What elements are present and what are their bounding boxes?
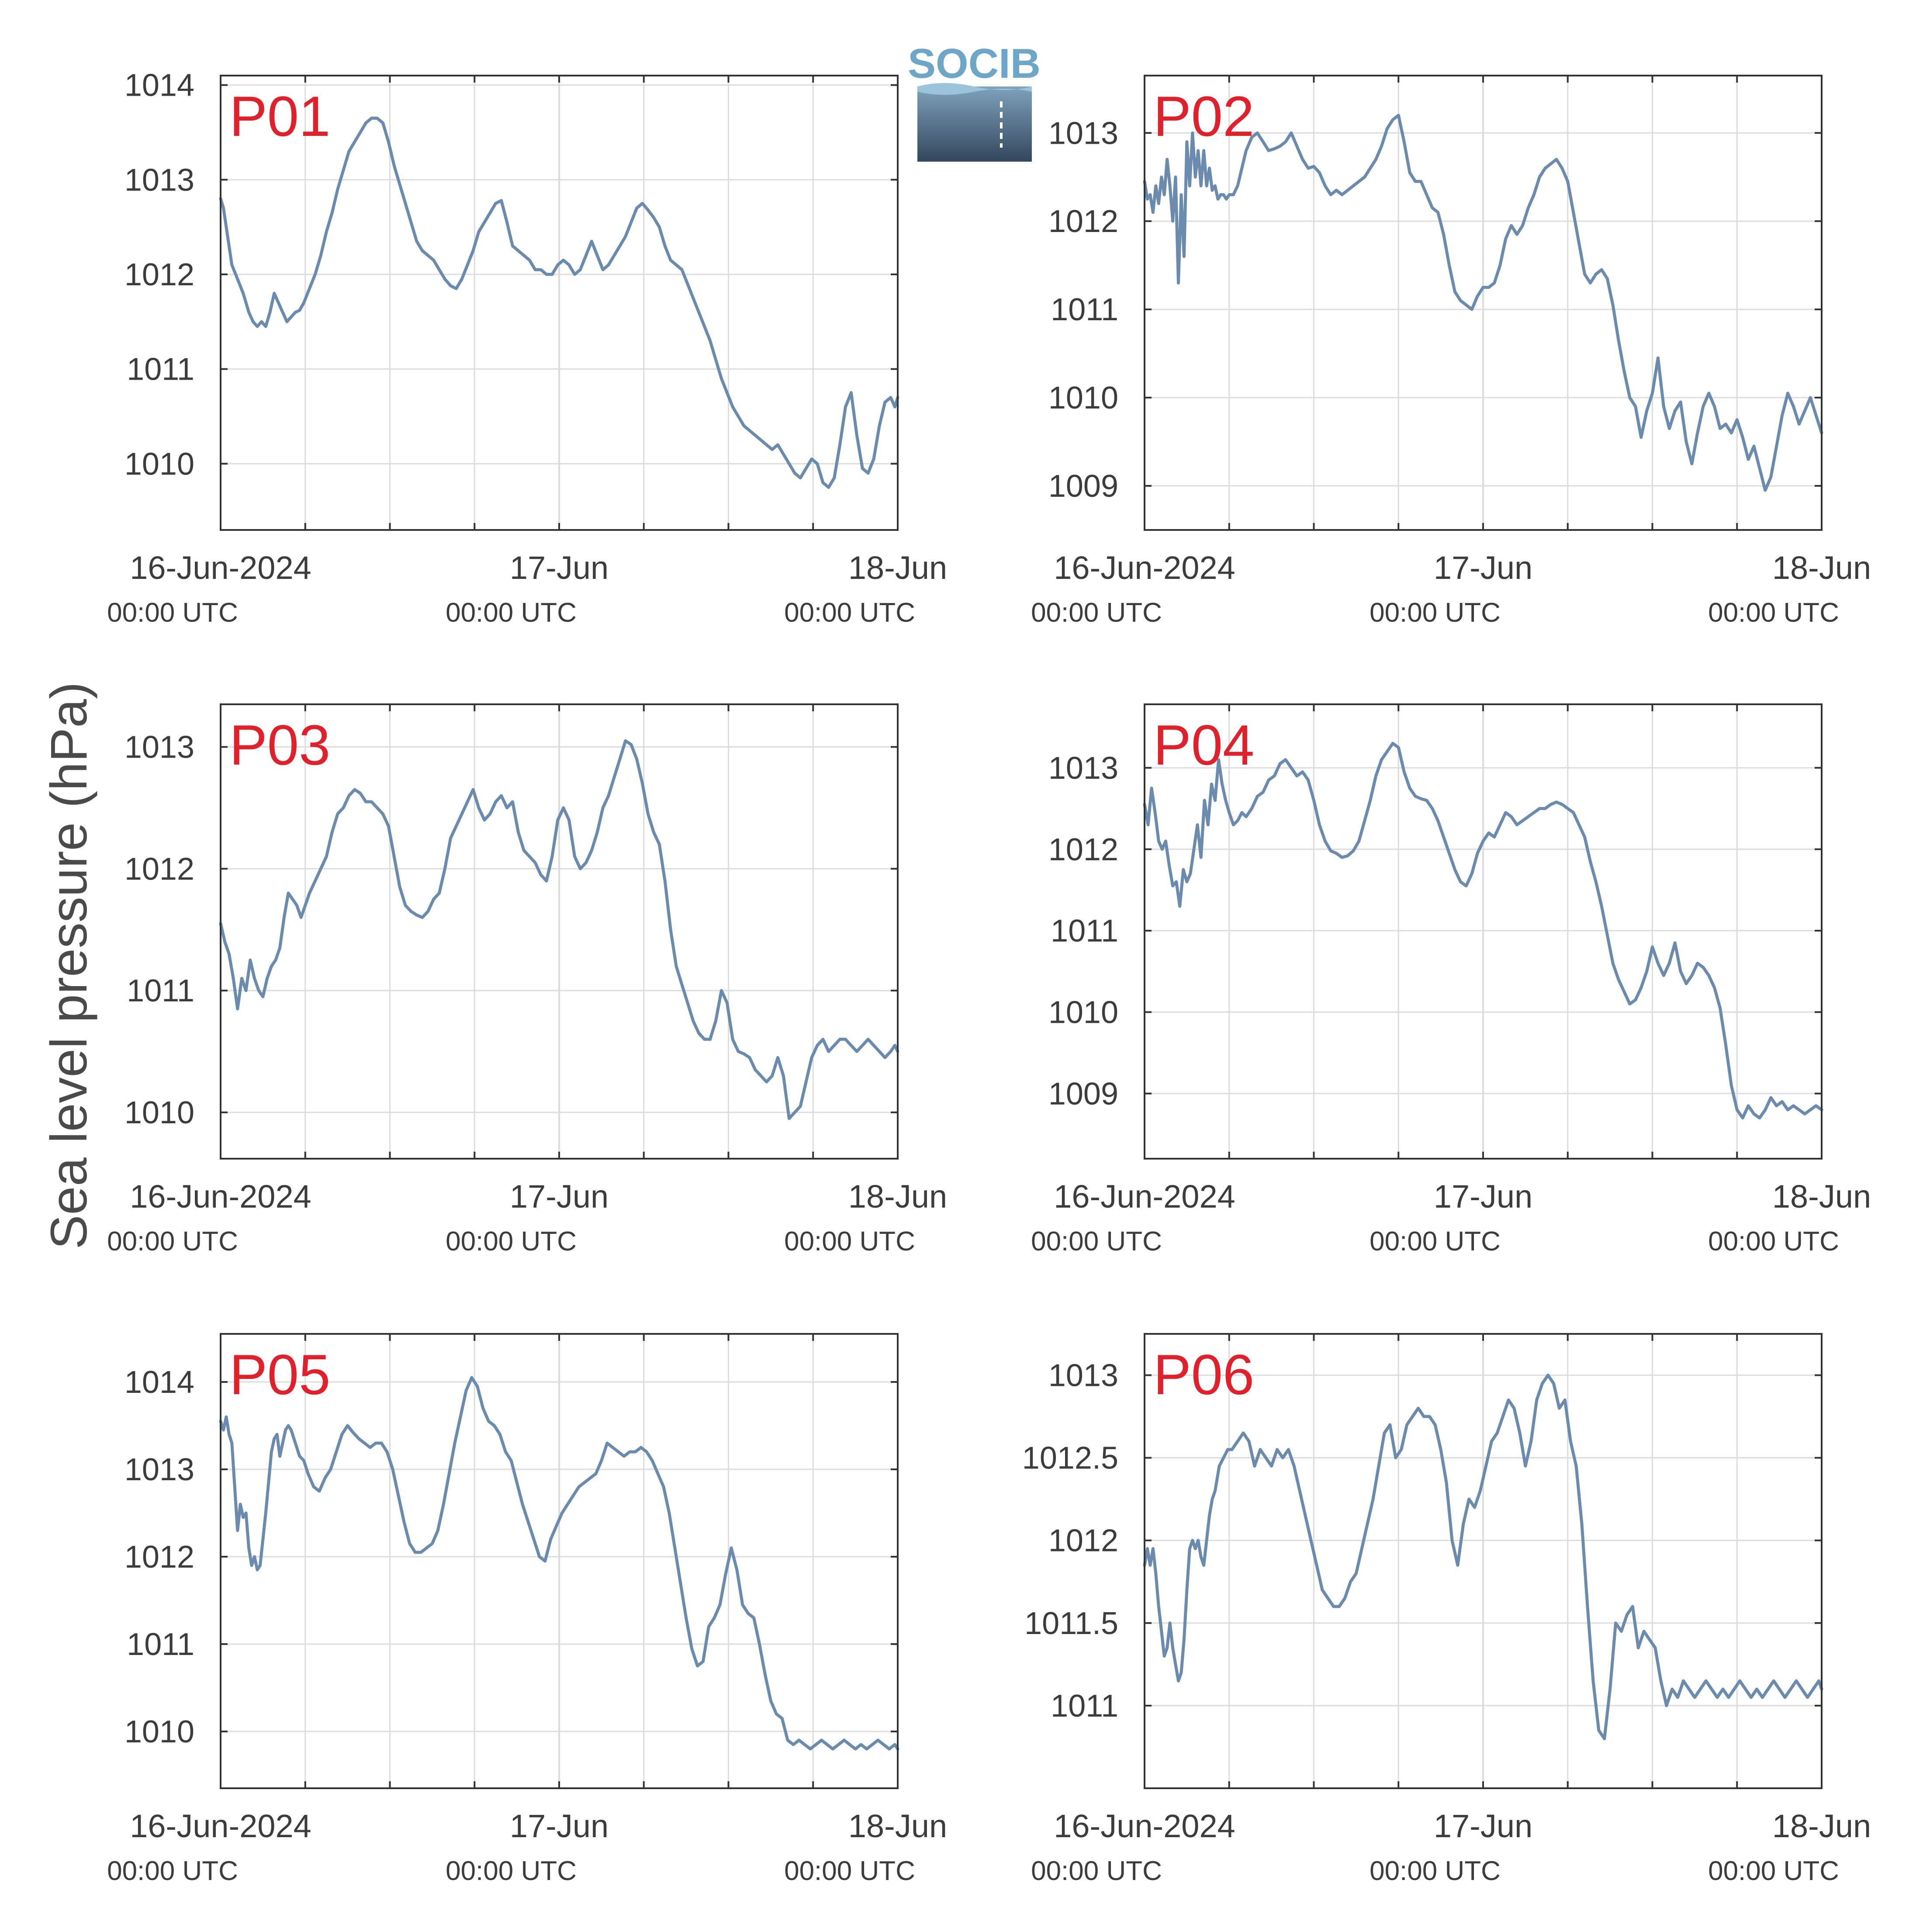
panel-p03: 1010 1011 1012 1013 16-Jun-2024 00:00 UTC 17-J… [107,703,947,1257]
p04-pressure-line [1143,742,1823,1120]
panel-p05: 1010 1011 1012 1013 1014 16-Jun-2024 00:00 UTC… [107,1333,947,1886]
p04-x-date-label: 17-Jun [1434,1178,1532,1215]
p03-y-tick-label: 1012 [125,852,194,886]
p03-x-time-label: 00:00 UTC [446,1226,577,1257]
p05-x-time-label: 00:00 UTC [446,1856,577,1886]
p06-x-date-label: 16-Jun-2024 [1054,1808,1235,1844]
socib-logo-text: SOCIB [908,40,1041,87]
p03-pressure-line [219,739,899,1120]
y-axis-title: Sea level pressure (hPa) [40,682,98,1250]
p05-pressure-line [219,1376,899,1751]
p02-y-tick-label: 1013 [1048,116,1118,151]
p06-x-time-label: 00:00 UTC [1031,1856,1162,1886]
p05-y-tick-label: 1011 [127,1627,194,1662]
p01-y-tick-label: 1013 [125,163,194,197]
p02-x-time-label: 00:00 UTC [1031,598,1162,628]
p02-x-date-label: 17-Jun [1434,550,1532,586]
p02-y-tick-label: 1011 [1051,292,1118,327]
p03-panel-label: P03 [229,713,330,777]
p02-y-tick-label: 1012 [1048,204,1118,239]
p03-x-date-label: 17-Jun [510,1178,609,1215]
p05-panel-label: P05 [229,1343,330,1406]
p03-y-tick-label: 1011 [127,973,194,1008]
p06-y-tick-label: 1012.5 [1022,1441,1118,1476]
p05-x-date-label: 18-Jun [848,1808,947,1844]
p06-x-date-label: 17-Jun [1434,1808,1532,1844]
panel-p01: 1010 1011 1012 1013 1014 16-Jun-2024 00:00 UTC… [107,68,947,628]
panel-p06: 1011 1011.5 1012 1012.5 1013 16-Jun-2024 00:00… [1022,1333,1871,1886]
p02-y-tick-label: 1009 [1048,469,1118,504]
p03-x-time-label: 00:00 UTC [107,1226,238,1257]
p01-x-time-label: 00:00 UTC [784,598,915,628]
p04-y-tick-label: 1011 [1051,914,1118,949]
p05-x-date-label: 16-Jun-2024 [130,1808,311,1844]
p04-y-tick-label: 1013 [1048,751,1118,786]
p03-x-date-label: 18-Jun [848,1178,947,1215]
panel-p02: 1009 1010 1011 1012 1013 16-Jun-2024 00:00 UTC… [1031,75,1871,628]
p05-y-tick-label: 1014 [125,1365,194,1400]
p06-pressure-line [1143,1374,1823,1740]
p05-x-date-label: 17-Jun [510,1808,609,1844]
p02-x-time-label: 00:00 UTC [1370,598,1501,628]
p04-x-time-label: 00:00 UTC [1370,1226,1501,1257]
p02-x-time-label: 00:00 UTC [1708,598,1839,628]
p02-x-date-label: 16-Jun-2024 [1054,550,1235,586]
p03-x-date-label: 16-Jun-2024 [130,1178,311,1215]
p06-y-tick-label: 1011 [1051,1689,1118,1724]
p01-panel-label: P01 [229,84,330,148]
p01-x-time-label: 00:00 UTC [446,598,577,628]
p04-y-tick-label: 1009 [1048,1077,1118,1111]
socib-logo-wave [917,83,1032,95]
p04-y-tick-label: 1012 [1048,832,1118,867]
socib-logo: SOCIB [908,40,1041,162]
p01-x-date-label: 18-Jun [848,550,947,586]
p01-y-tick-label: 1014 [125,68,194,103]
p06-y-tick-label: 1013 [1048,1358,1118,1393]
p06-x-date-label: 18-Jun [1772,1808,1871,1844]
socib-logo-gradient [917,87,1032,162]
p02-x-date-label: 18-Jun [1772,550,1871,586]
p03-y-tick-label: 1013 [125,730,194,765]
p06-x-time-label: 00:00 UTC [1370,1856,1501,1886]
p04-y-tick-label: 1010 [1048,995,1118,1030]
p02-panel-label: P02 [1153,84,1254,148]
p06-x-time-label: 00:00 UTC [1708,1856,1839,1886]
p06-y-tick-label: 1012 [1048,1523,1118,1558]
p05-y-tick-label: 1012 [125,1540,194,1575]
p01-x-time-label: 00:00 UTC [107,598,238,628]
p05-y-tick-label: 1010 [125,1714,194,1749]
p04-x-time-label: 00:00 UTC [1031,1226,1162,1257]
p03-x-time-label: 00:00 UTC [784,1226,915,1257]
p04-x-time-label: 00:00 UTC [1708,1226,1839,1257]
p01-x-date-label: 17-Jun [510,550,609,586]
p04-x-date-label: 18-Jun [1772,1178,1871,1215]
p01-y-tick-label: 1012 [125,257,194,292]
p03-y-tick-label: 1010 [125,1095,194,1130]
p04-x-date-label: 16-Jun-2024 [1054,1178,1235,1215]
p05-x-time-label: 00:00 UTC [784,1856,915,1886]
p06-panel-label: P06 [1153,1343,1254,1406]
p06-y-tick-label: 1011.5 [1024,1606,1118,1641]
p05-x-time-label: 00:00 UTC [107,1856,238,1886]
p02-pressure-line [1143,114,1823,492]
panel-p04: 1009 1010 1011 1012 1013 16-Jun-2024 00:00 UTC… [1031,703,1871,1257]
p01-x-date-label: 16-Jun-2024 [130,550,311,586]
p05-y-tick-label: 1013 [125,1452,194,1487]
p01-pressure-line [219,117,899,489]
p02-y-tick-label: 1010 [1048,381,1118,415]
p01-y-tick-label: 1010 [125,447,194,481]
p04-panel-label: P04 [1153,713,1254,777]
p01-y-tick-label: 1011 [127,352,194,387]
